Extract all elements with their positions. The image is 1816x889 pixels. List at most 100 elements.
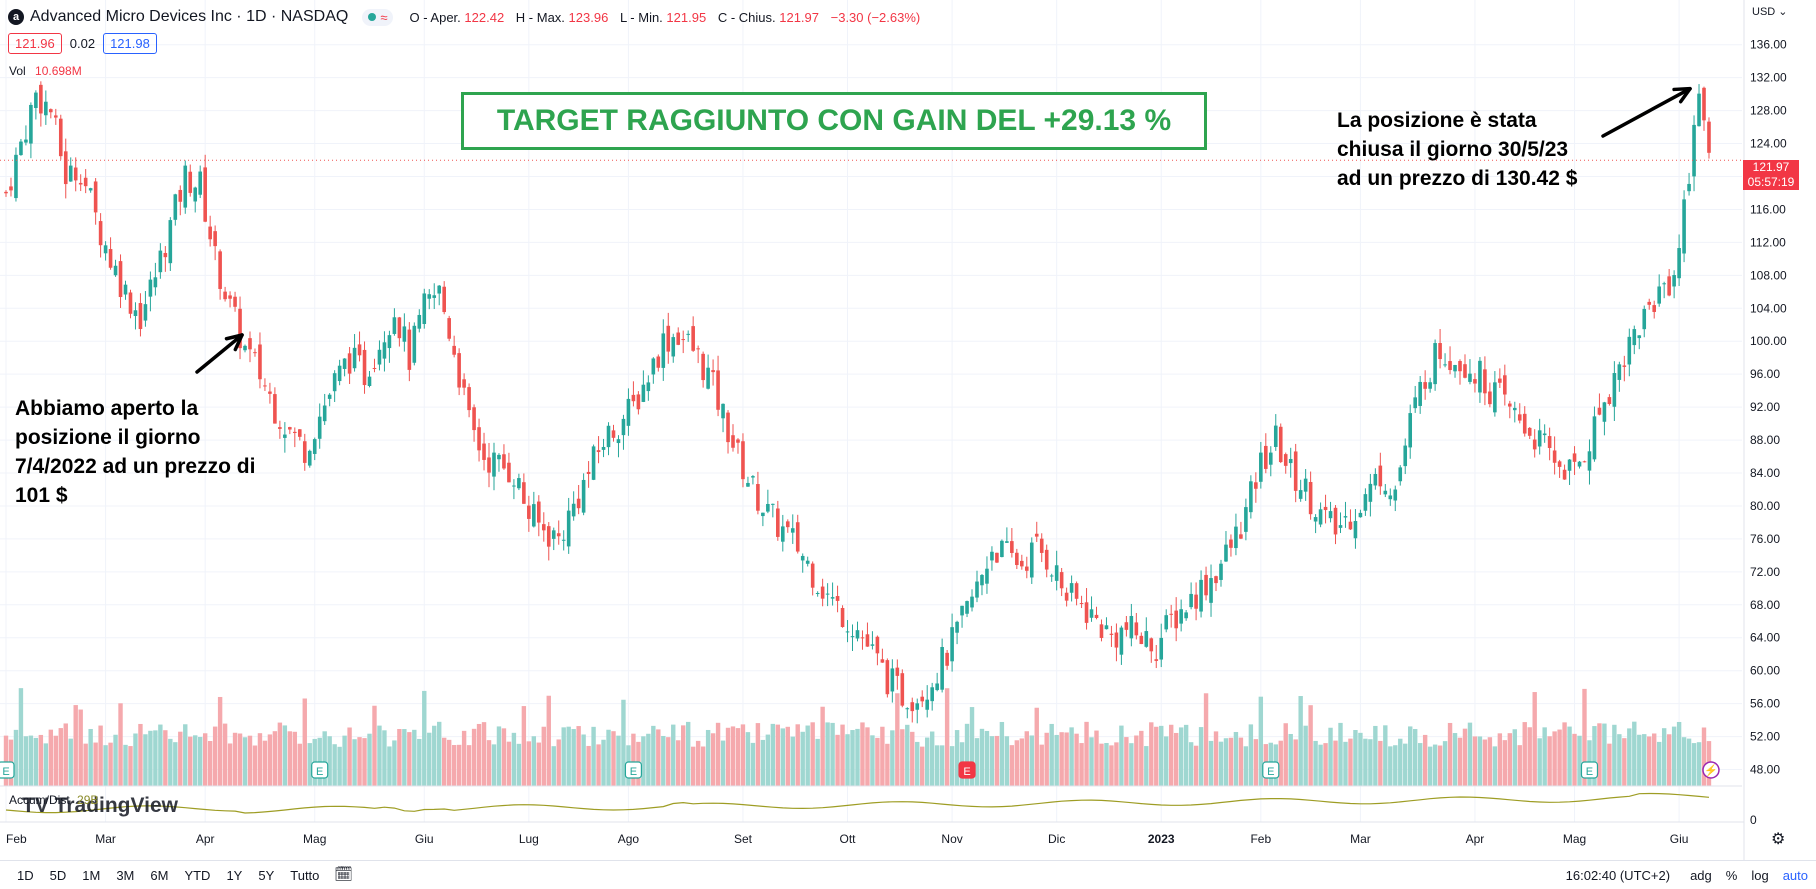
candle-body [1124,622,1129,630]
volume-bar [780,728,785,786]
ohlc-change: −3.30 (−2.63%) [830,9,921,25]
tf-3m[interactable]: 3M [116,868,135,883]
candle-body [78,182,83,185]
candle-body [756,484,760,511]
volume-bar [1178,727,1184,786]
volume-bar [740,724,746,786]
amd-logo-icon: a [8,9,24,25]
auto-toggle[interactable]: auto [1782,868,1808,883]
volume-bar [989,736,995,786]
volume-bar [88,728,93,786]
volume-bar [979,728,985,786]
candle-body [402,326,407,342]
candle-body [980,574,984,586]
price-tick-label: 88.00 [1750,433,1780,447]
earnings-marker[interactable]: E [0,761,15,779]
tf-1y[interactable]: 1Y [226,868,243,883]
tf-all[interactable]: Tutto [290,868,320,883]
candle-body [686,333,690,335]
volume-bar [1313,740,1318,786]
volume-bar [591,726,596,786]
tf-5d[interactable]: 5D [49,868,67,883]
volume-bar [1039,744,1044,786]
price-tick-label: 60.00 [1750,664,1780,678]
chart-canvas[interactable]: E E E E E E ⚡ TV TradingView 136.00 132.00 128.00 1… [0,0,1816,860]
volume-bar [1014,740,1020,786]
candle-body [766,503,770,512]
candle-body [1498,378,1502,383]
candle-body [34,92,38,109]
currency-selector[interactable]: USD ⌄ [1752,5,1788,18]
volume-bar [521,706,527,786]
earnings-marker[interactable]: E [1580,761,1599,779]
volume-bar [755,723,761,786]
volume-legend[interactable]: Vol 10.698M [9,64,82,78]
candle-body [805,560,810,564]
candle-body [432,295,437,298]
market-status-pill[interactable]: ≈ [362,8,394,26]
candle-body [761,512,765,517]
tf-6m[interactable]: 6M [150,868,169,883]
candle-body [447,318,451,339]
candle-body [1577,461,1582,467]
candle-body [1587,451,1592,471]
candle-body [860,637,865,639]
tf-ytd[interactable]: YTD [184,868,211,883]
volume-bar [606,729,611,786]
candle-body [1373,473,1378,486]
earnings-badge [0,761,15,779]
earnings-marker[interactable]: E [1262,761,1280,779]
earnings-marker[interactable]: E [958,761,976,779]
volume-bar [217,696,223,786]
tf-5y[interactable]: 5Y [258,868,275,883]
ohlc-close-label: C - Chius. [717,9,776,25]
volume-bar [1512,729,1517,786]
percent-toggle[interactable]: % [1725,868,1738,883]
volume-bar [1363,738,1368,786]
volume-bar [1462,728,1468,786]
candle-body [691,326,695,351]
volume-bar [656,729,661,786]
candle-body [825,593,830,595]
candle-body [925,699,930,710]
earnings-marker[interactable]: E [624,761,643,779]
clock-time[interactable]: 16:02:40 (UTC+2) [1565,868,1671,883]
month-tick-label: Lug [519,832,539,846]
tf-1m[interactable]: 1M [82,868,101,883]
adj-toggle[interactable]: adg [1690,868,1712,883]
candle-body [1547,436,1552,448]
bid-price[interactable]: 121.96 [8,33,62,54]
symbol-title[interactable]: Advanced Micro Devices Inc · 1D · NASDAQ [30,8,349,25]
candle-body [487,457,491,473]
candle-body [1278,426,1283,463]
candle-body [1064,592,1069,601]
candle-body [63,151,68,185]
volume-bar [1069,727,1074,786]
volume-bar [1173,732,1179,786]
candle-body [1029,542,1034,578]
candle-body [1562,469,1567,480]
indicator-legend[interactable]: Accum/Dist 29B [9,793,98,807]
log-toggle[interactable]: log [1751,868,1769,883]
volume-bar [103,745,108,786]
volume-bar [1592,726,1597,786]
candle-body [716,370,720,410]
candle-body [671,337,676,357]
volume-bar [994,735,1000,786]
volume-bar [302,698,307,786]
volume-bar [168,738,173,786]
candle-body [1632,329,1637,346]
candle-body [113,265,118,276]
volume-bar [1622,738,1627,786]
candle-body [990,551,994,561]
candle-body [1079,603,1084,605]
tf-1d[interactable]: 1D [17,868,34,883]
volume-bar [810,722,815,786]
ask-price[interactable]: 121.98 [103,33,157,54]
gear-icon[interactable]: ⚙ [1771,831,1786,848]
candle-body [417,314,422,329]
candle-body [98,221,103,246]
volume-bar [1472,736,1478,786]
calendar-icon[interactable]: 🗓 [334,866,354,883]
earnings-marker[interactable]: E [311,761,329,779]
